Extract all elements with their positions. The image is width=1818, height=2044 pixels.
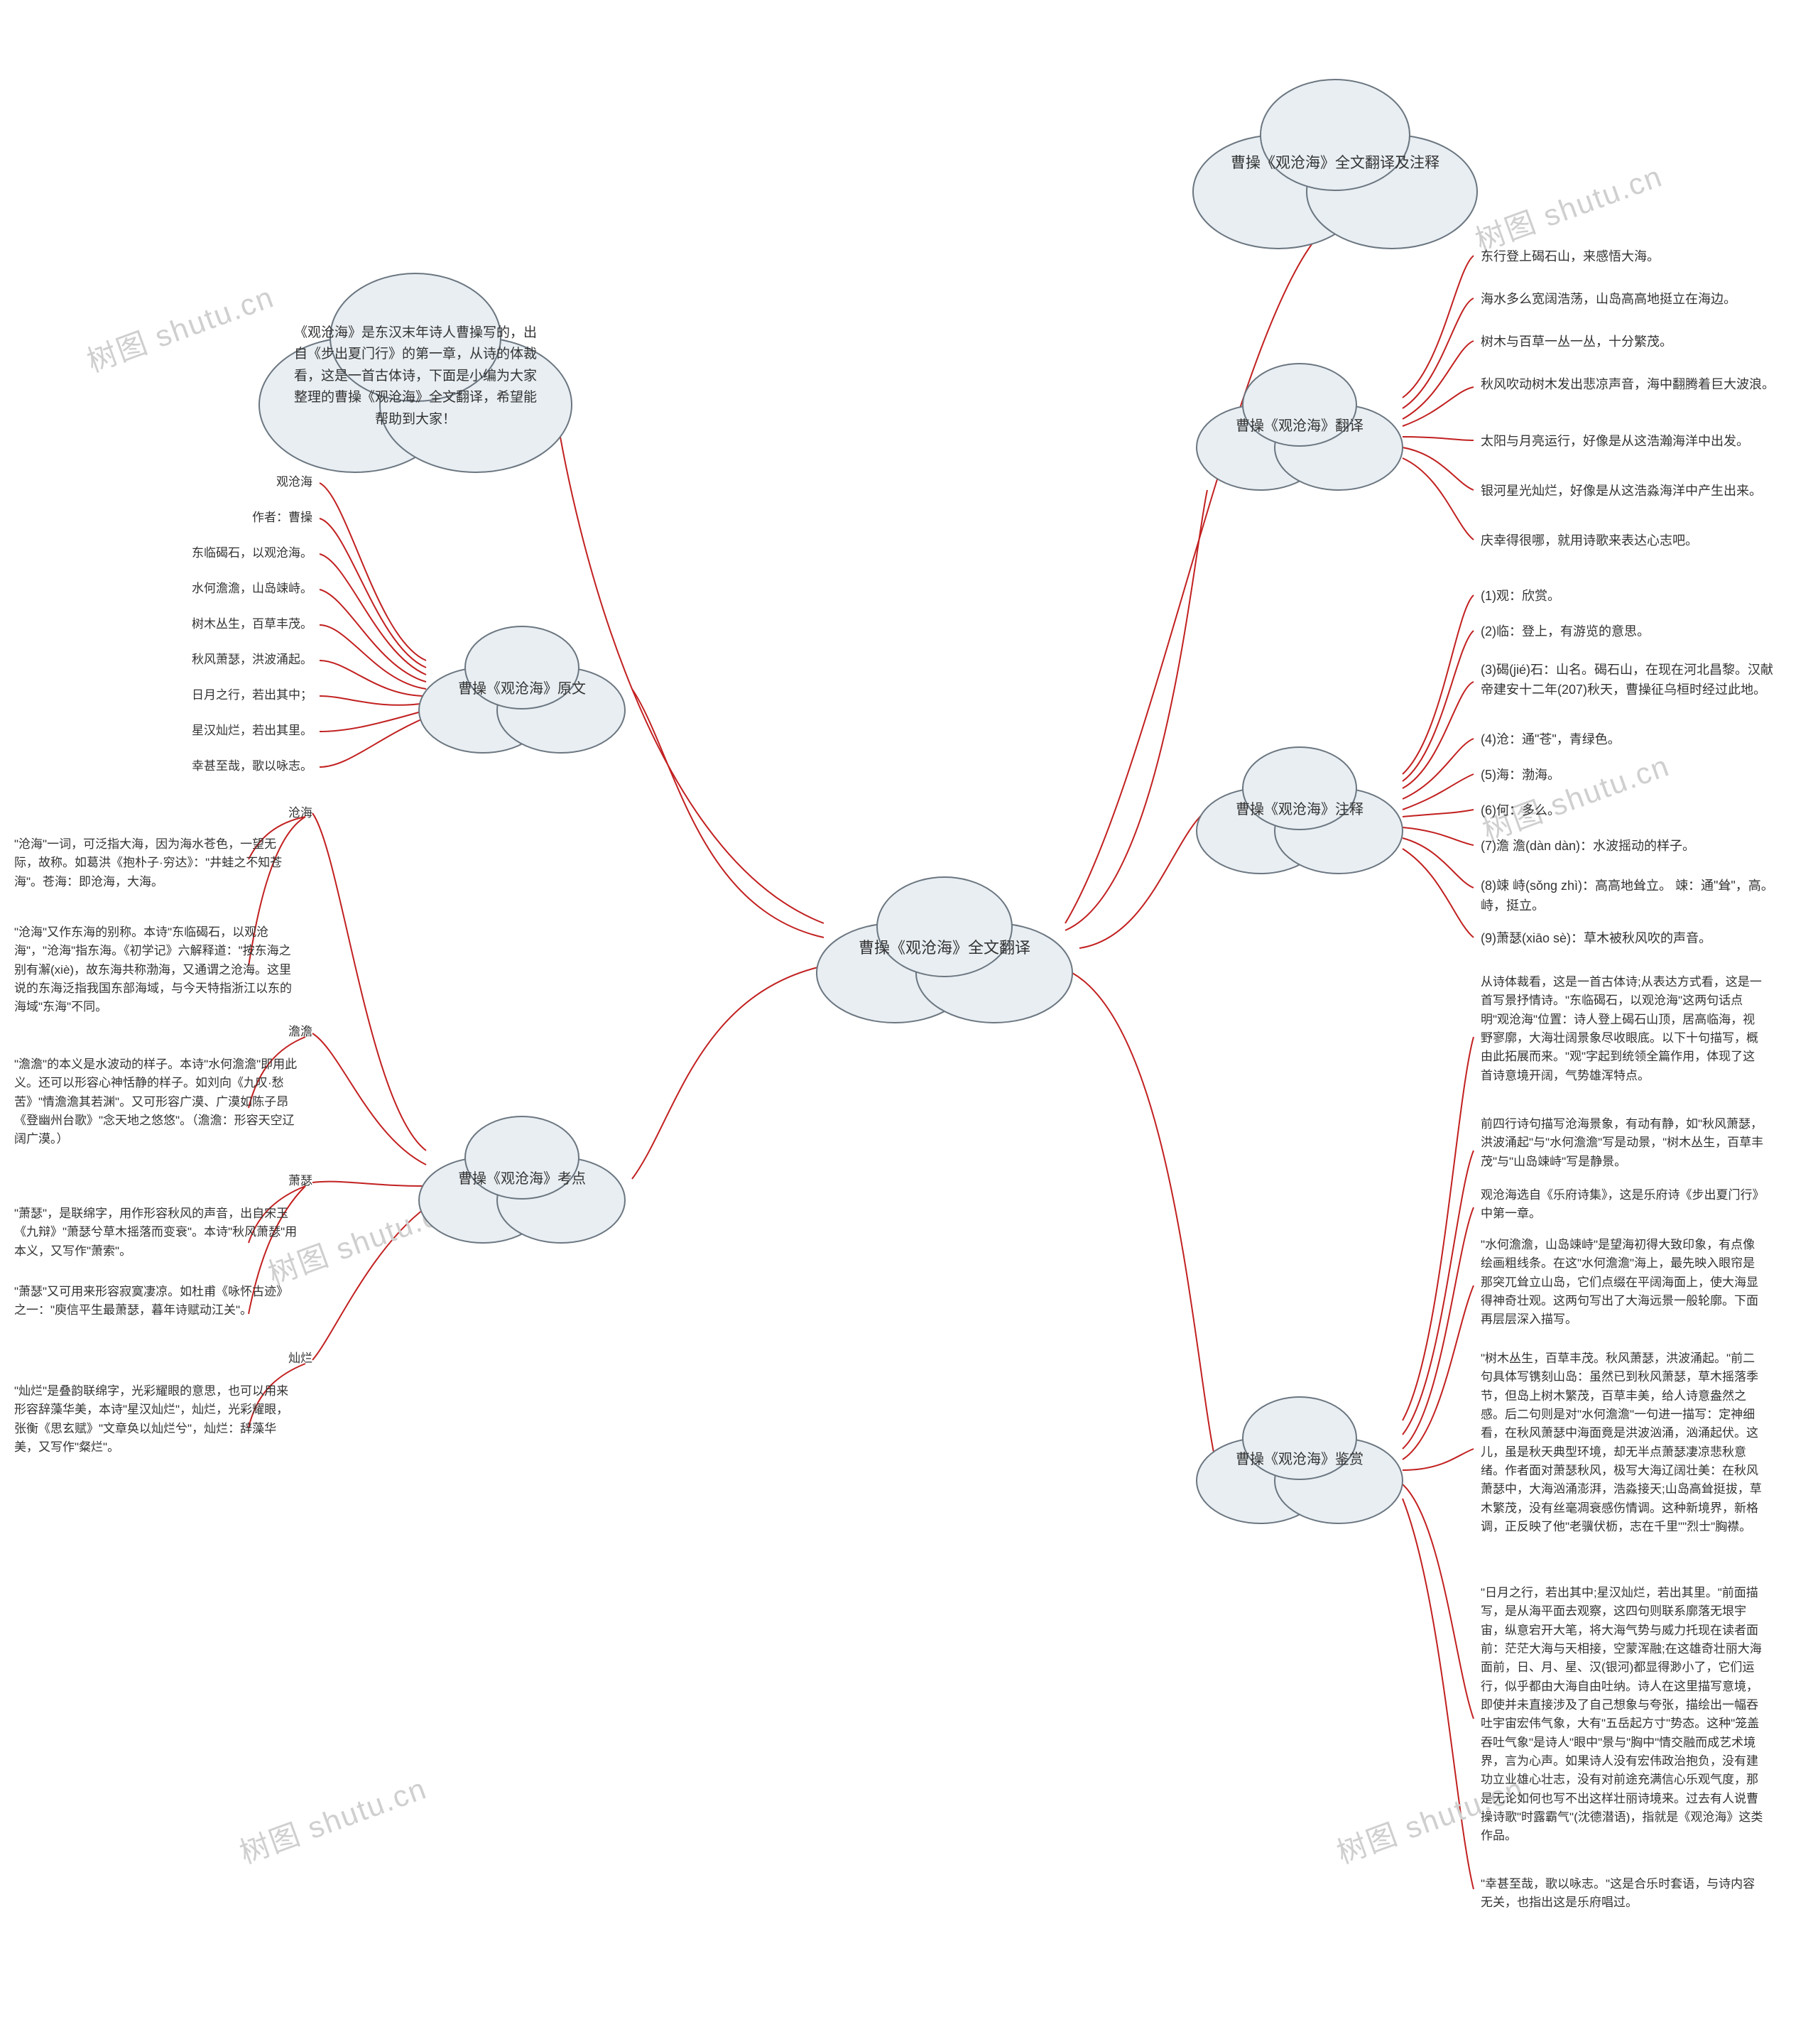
intro-text: 《观沧海》是东汉末年诗人曹操写的，出自《步出夏门行》的第一章，从诗的体裁看，这是…: [291, 322, 540, 430]
zhushi-line: (2)临：登上，有游览的意思。: [1481, 622, 1650, 642]
kaodian-head: 萧瑟: [288, 1172, 312, 1190]
original-line: 树木丛生，百草丰茂。: [192, 615, 312, 634]
original-label: 曹操《观沧海》原文: [458, 678, 586, 700]
watermark: 树图 shutu.cn: [233, 1765, 432, 1873]
root-node: 曹操《观沧海》全文翻译: [802, 866, 1087, 1030]
kaodian-note: "沧海"一词，可泛指大海，因为海水苍色，一望无际，故称。如葛洪《抱朴子·穷达》：…: [14, 835, 298, 891]
intro-node: 《观沧海》是东汉末年诗人曹操写的，出自《步出夏门行》的第一章，从诗的体裁看，这是…: [249, 270, 582, 483]
kaodian-label: 曹操《观沧海》考点: [458, 1168, 586, 1190]
shangxi-para: "日月之行，若出其中;星汉灿烂，若出其里。"前面描写，是从海平面去观察，这四句则…: [1481, 1584, 1765, 1846]
shangxi-para: "树木丛生，百草丰茂。秋风萧瑟，洪波涌起。"前二句具体写镌刻山岛：虽然已到秋风萧…: [1481, 1349, 1765, 1536]
shangxi-para: 前四行诗句描写沧海景象，有动有静，如"秋风萧瑟，洪波涌起"与"水何澹澹"写是动景…: [1481, 1115, 1765, 1171]
zhushi-line: (9)萧瑟(xiāo sè)：草木被秋风吹的声音。: [1481, 929, 1711, 949]
fanyi-line: 庆幸得很哪，就用诗歌来表达心志吧。: [1481, 531, 1698, 551]
original-node: 曹操《观沧海》原文: [408, 618, 636, 760]
kaodian-note: "萧瑟"，是联绵字，用作形容秋风的声音，出自宋玉《九辩》"萧瑟兮草木摇落而变衰"…: [14, 1205, 298, 1261]
kaodian-head: 灿烂: [288, 1349, 312, 1368]
shangxi-para: "水何澹澹，山岛竦峙"是望海初得大致印象，有点像绘画粗线条。在这"水何澹澹"海上…: [1481, 1236, 1765, 1330]
original-line: 星汉灿烂，若出其里。: [192, 722, 312, 740]
zhushi-line: (4)沧：通"苍"，青绿色。: [1481, 730, 1621, 750]
fanyi-line: 银河星光灿烂，好像是从这浩淼海洋中产生出来。: [1481, 482, 1762, 501]
shangxi-para: 观沧海选自《乐府诗集》，这是乐府诗《步出夏门行》中第一章。: [1481, 1186, 1765, 1224]
original-line: 作者：曹操: [252, 509, 312, 527]
zhushi-line: (7)澹 澹(dàn dàn)：水波摇动的样子。: [1481, 837, 1695, 857]
shangxi-label: 曹操《观沧海》鉴赏: [1236, 1448, 1364, 1471]
zhushi-line: (1)观：欣赏。: [1481, 587, 1560, 607]
zhushi-line: (5)海：渤海。: [1481, 766, 1560, 785]
original-line: 观沧海: [276, 473, 312, 491]
kaodian-node: 曹操《观沧海》考点: [408, 1108, 636, 1250]
kaodian-note: "澹澹"的本义是水波动的样子。本诗"水何澹澹"即用此义。还可以形容心神恬静的样子…: [14, 1055, 298, 1149]
root-label: 曹操《观沧海》全文翻译: [859, 935, 1030, 960]
kaodian-note: "灿烂"是叠韵联绵字，光彩耀眼的意思，也可以用来形容辞藻华美，本诗"星汉灿烂"，…: [14, 1382, 298, 1457]
zhushi-node: 曹操《观沧海》注释: [1186, 739, 1413, 881]
original-line: 秋风萧瑟，洪波涌起。: [192, 651, 312, 669]
shangxi-node: 曹操《观沧海》鉴赏: [1186, 1388, 1413, 1531]
original-line: 东临碣石，以观沧海。: [192, 544, 312, 562]
fanyi-line: 秋风吹动树木发出悲凉声音，海中翻腾着巨大波浪。: [1481, 375, 1775, 395]
toptitle-node: 曹操《观沧海》全文翻译及注释: [1179, 71, 1491, 256]
fanyi-line: 太阳与月亮运行，好像是从这浩瀚海洋中出发。: [1481, 432, 1749, 452]
original-line: 幸甚至哉，歌以咏志。: [192, 757, 312, 776]
shangxi-para: "幸甚至哉，歌以咏志。"这是合乐时套语，与诗内容无关，也指出这是乐府唱过。: [1481, 1875, 1765, 1913]
fanyi-label: 曹操《观沧海》翻译: [1236, 415, 1364, 437]
fanyi-node: 曹操《观沧海》翻译: [1186, 355, 1413, 497]
kaodian-note: "萧瑟"又可用来形容寂寞凄凉。如杜甫《咏怀古迹》之一："庾信平生最萧瑟，暮年诗赋…: [14, 1283, 298, 1320]
original-line: 日月之行，若出其中；: [192, 686, 312, 705]
zhushi-line: (8)竦 峙(sǒng zhì)：高高地耸立。 竦：通"耸"，高。峙，挺立。: [1481, 876, 1779, 916]
kaodian-note: "沧海"又作东海的别称。本诗"东临碣石，以观沧海"，"沧海"指东海。《初学记》六…: [14, 923, 298, 1017]
zhushi-label: 曹操《观沧海》注释: [1236, 798, 1364, 821]
kaodian-head: 沧海: [288, 804, 312, 822]
fanyi-line: 东行登上碣石山，来感悟大海。: [1481, 247, 1660, 267]
original-line: 水何澹澹，山岛竦峙。: [192, 580, 312, 598]
fanyi-line: 海水多么宽阔浩荡，山岛高高地挺立在海边。: [1481, 290, 1736, 310]
shangxi-para: 从诗体裁看，这是一首古体诗;从表达方式看，这是一首写景抒情诗。"东临碣石，以观沧…: [1481, 973, 1765, 1085]
zhushi-line: (3)碣(jié)石：山名。碣石山，在现在河北昌黎。汉献帝建安十二年(207)秋…: [1481, 661, 1779, 700]
fanyi-line: 树木与百草一丛一丛，十分繁茂。: [1481, 332, 1672, 352]
toptitle-label: 曹操《观沧海》全文翻译及注释: [1231, 151, 1439, 175]
watermark: 树图 shutu.cn: [1476, 742, 1675, 850]
kaodian-head: 澹澹: [288, 1023, 312, 1041]
zhushi-line: (6)何：多么。: [1481, 801, 1560, 821]
watermark: 树图 shutu.cn: [1469, 153, 1668, 261]
